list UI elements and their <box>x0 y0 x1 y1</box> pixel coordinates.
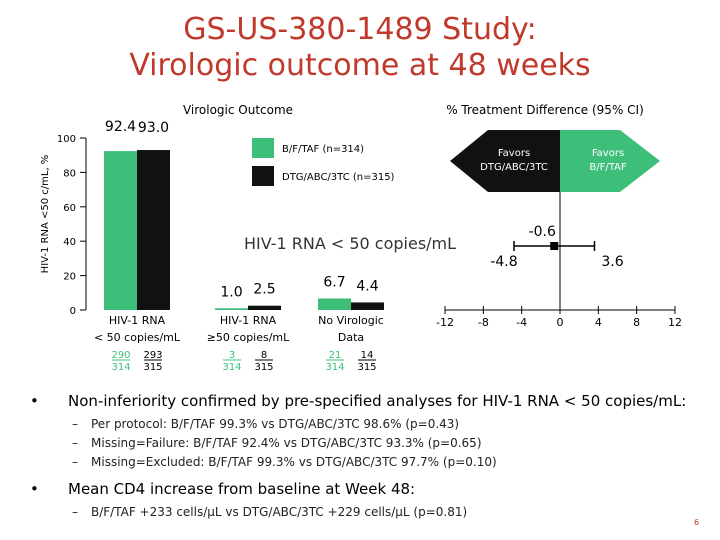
bullet-text: Non-inferiority confirmed by pre-specifi… <box>68 392 687 410</box>
y-tick-label: 40 <box>63 237 76 248</box>
page-number: 6 <box>694 518 700 527</box>
sub-bullet-dash: – <box>72 436 78 450</box>
data-label: 92.4 <box>105 119 136 135</box>
x-tick-label: 8 <box>633 316 640 329</box>
sub-bullet-dash: – <box>72 505 78 519</box>
bar-dtg <box>351 302 384 310</box>
ci-upper-label: 3.6 <box>601 254 623 270</box>
count-numerator: 14 <box>361 350 374 361</box>
y-axis-label: HIV-1 RNA <50 c/mL, % <box>40 155 51 274</box>
count-denominator: 314 <box>325 362 344 373</box>
bar-dtg <box>137 150 170 310</box>
virologic-outcome-chart: Virologic Outcome HIV-1 RNA <50 c/mL, % 0 2… <box>40 103 682 373</box>
favors-right-arrow <box>560 130 660 192</box>
x-tick-label: 12 <box>668 316 682 329</box>
data-label: 93.0 <box>138 120 169 136</box>
favors-left-arrow <box>450 130 560 192</box>
x-tick-label: -8 <box>478 316 489 329</box>
estimate-label: -0.6 <box>529 224 556 240</box>
category-label: Data <box>338 331 364 344</box>
sub-bullet-text: Missing=Failure: B/F/TAF 92.4% vs DTG/AB… <box>91 436 482 450</box>
count-numerator: 3 <box>229 350 235 361</box>
legend-label-bftaf: B/F/TAF (n=314) <box>282 144 364 155</box>
count-numerator: 293 <box>143 350 162 361</box>
bullet-dot: • <box>30 480 39 498</box>
bar-chart-title: Virologic Outcome <box>183 103 293 117</box>
favors-right-label: B/F/TAF <box>589 162 627 173</box>
slide-title: GS-US-380-1489 Study: Virologic outcome … <box>60 12 660 84</box>
count-denominator: 315 <box>357 362 376 373</box>
x-tick-label: 0 <box>557 316 564 329</box>
category-label: ≥50 copies/mL <box>207 331 290 344</box>
category-label: HIV-1 RNA <box>220 314 277 327</box>
category-label: HIV-1 RNA <box>109 314 166 327</box>
legend-swatch-dtg <box>252 166 274 186</box>
bar-bftaf <box>104 151 137 310</box>
y-tick-label: 60 <box>63 203 76 214</box>
data-label: 4.4 <box>356 278 378 294</box>
count-numerator: 21 <box>329 350 342 361</box>
bullet-text: Mean CD4 increase from baseline at Week … <box>68 480 416 498</box>
x-tick-label: -4 <box>516 316 527 329</box>
slide-title-line2: Virologic outcome at 48 weeks <box>129 48 591 83</box>
sub-bullet-text: B/F/TAF +233 cells/μL vs DTG/ABC/3TC +22… <box>91 505 468 519</box>
x-tick-label: -12 <box>436 316 454 329</box>
y-tick-label: 20 <box>63 272 76 283</box>
count-denominator: 314 <box>222 362 241 373</box>
sub-bullet-text: Per protocol: B/F/TAF 99.3% vs DTG/ABC/3… <box>91 417 460 431</box>
slide-title-line1: GS-US-380-1489 Study: <box>183 12 537 47</box>
bullet-dot: • <box>30 392 39 410</box>
bar-bftaf <box>318 298 351 310</box>
forest-title: % Treatment Difference (95% CI) <box>446 103 644 117</box>
bar-dtg <box>248 305 281 310</box>
y-tick-label: 0 <box>70 306 76 317</box>
data-label: 6.7 <box>323 274 345 290</box>
sub-bullet-dash: – <box>72 417 78 431</box>
category-label: < 50 copies/mL <box>94 331 181 344</box>
point-estimate-marker <box>550 242 559 250</box>
favors-left-label: Favors <box>498 148 530 159</box>
sub-bullet-text: Missing=Excluded: B/F/TAF 99.3% vs DTG/A… <box>91 455 497 469</box>
favors-left-label: DTG/ABC/3TC <box>480 162 548 173</box>
y-tick-label: 100 <box>57 134 76 145</box>
favors-right-label: Favors <box>592 148 624 159</box>
category-label: No Virologic <box>318 314 384 327</box>
outcome-label: HIV-1 RNA < 50 copies/mL <box>244 234 456 253</box>
legend-label-dtg: DTG/ABC/3TC (n=315) <box>282 172 395 183</box>
y-tick-label: 80 <box>63 168 76 179</box>
x-tick-label: 4 <box>595 316 602 329</box>
count-numerator: 290 <box>111 350 130 361</box>
data-label: 1.0 <box>220 284 242 300</box>
count-denominator: 314 <box>111 362 130 373</box>
data-label: 2.5 <box>253 282 275 298</box>
legend-swatch-bftaf <box>252 138 274 158</box>
bar-bftaf <box>215 308 248 310</box>
sub-bullet-dash: – <box>72 455 78 469</box>
count-numerator: 8 <box>261 350 267 361</box>
count-denominator: 315 <box>254 362 273 373</box>
ci-lower-label: -4.8 <box>490 254 517 270</box>
count-denominator: 315 <box>143 362 162 373</box>
